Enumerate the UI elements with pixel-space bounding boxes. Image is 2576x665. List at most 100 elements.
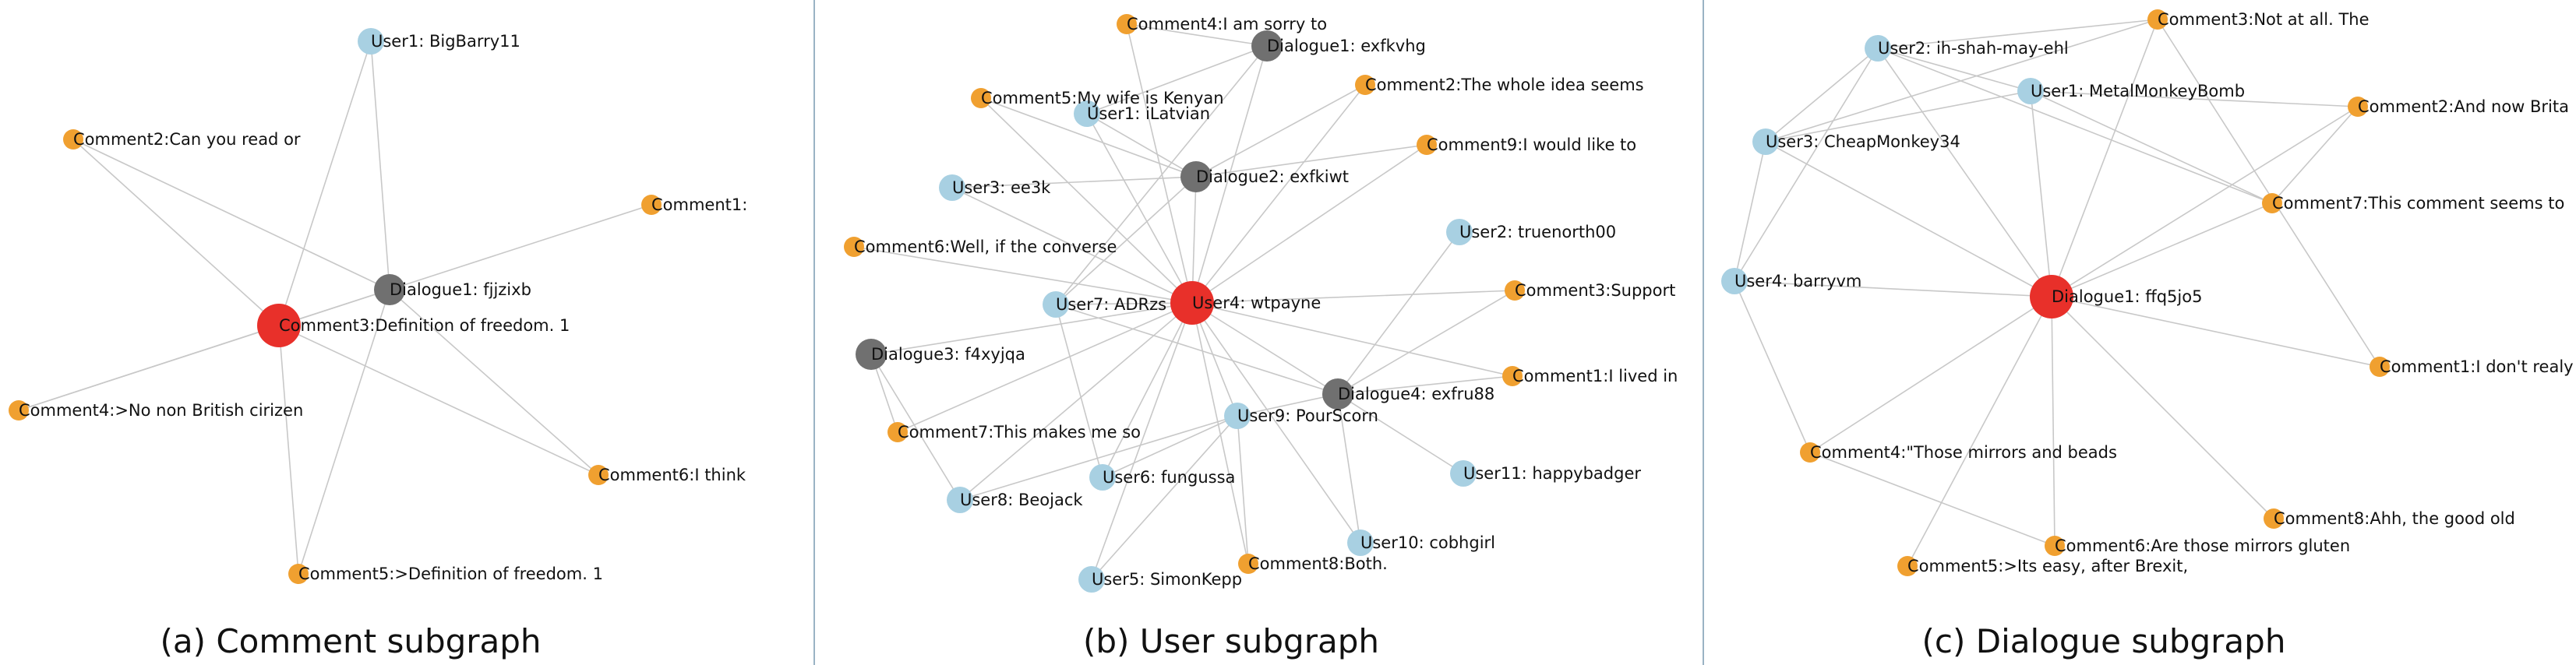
node-label-u2: User2: ih-shah-may-ehl	[1878, 39, 2069, 58]
edge-d1-c4	[1809, 296, 2052, 453]
edge-u4-d1	[1191, 45, 1268, 304]
edge-c3-c5	[278, 325, 299, 575]
edge-d1-c2	[2051, 106, 2359, 297]
panel-c-caption: (c) Dialogue subgraph	[1922, 622, 2286, 660]
edge-d1-c6	[389, 289, 599, 476]
edge-u4-u6	[1102, 302, 1193, 478]
edge-c3-c2	[72, 139, 280, 326]
node-comment-c5	[971, 88, 991, 108]
node-label-c6: Comment6:Are those mirrors gluten	[2055, 537, 2350, 555]
node-comment-c1	[1502, 366, 1523, 386]
edge-d1-u1	[370, 40, 390, 290]
node-label-u4: User4: wtpayne	[1192, 294, 1321, 312]
panel-comment-subgraph: Comment3:Definition of freedom. 1 Dialogu…	[9, 28, 747, 660]
node-comment-c8	[2264, 508, 2284, 529]
edge-c2-c7	[2271, 106, 2359, 204]
node-label-c7: Comment7:This makes me so	[898, 423, 1141, 442]
node-center-c3	[257, 304, 301, 347]
edge-u1-u3	[1765, 90, 2031, 142]
panel-a-nodes: Comment3:Definition of freedom. 1 Dialogu…	[9, 28, 747, 584]
node-user-u1	[1074, 100, 1100, 127]
edge-c3-c6	[278, 325, 599, 476]
node-label-u7: User7: ADRzs	[1056, 295, 1166, 314]
edge-d1-u1	[2030, 90, 2052, 297]
edge-u2-u4	[1734, 48, 1879, 282]
node-label-c5: Comment5:>Definition of freedom. 1	[298, 565, 603, 583]
node-label-c8: Comment8:Both.	[1248, 554, 1388, 573]
node-comment-c4	[9, 400, 29, 420]
node-user-u6	[1089, 464, 1116, 491]
edge-u4-u5	[1091, 302, 1193, 580]
edge-d1-c1	[2051, 296, 2380, 368]
node-label-u3: User3: CheapMonkey34	[1766, 132, 1960, 151]
node-label-d1: Dialogue1: fjjzixb	[390, 280, 531, 299]
node-comment-c6	[588, 465, 609, 485]
edge-u4-c4	[1734, 280, 1811, 453]
node-label-c4: Comment4:>No non British cirizen	[19, 401, 303, 420]
edge-d1-c3	[2051, 19, 2158, 297]
node-label-c5: Comment5:>Its easy, after Brexit,	[1907, 557, 2188, 575]
node-user-u10	[1347, 530, 1374, 556]
edge-d1-c4	[1126, 23, 1268, 47]
node-label-u9: User9: PourScorn	[1237, 406, 1378, 425]
edge-u4-u3	[951, 187, 1193, 304]
node-dialogue-d1	[374, 274, 405, 305]
edge-u2-u3	[1765, 48, 1879, 142]
edge-d1-u7	[1055, 45, 1268, 305]
node-comment-c5	[1897, 556, 1918, 576]
node-label-u1: User1: iLatvian	[1087, 104, 1210, 123]
edge-u6-u7	[1055, 304, 1103, 478]
node-comment-c4	[1800, 442, 1820, 463]
edge-d4-u2	[1337, 231, 1460, 395]
node-label-c7: Comment7:This comment seems to	[2272, 194, 2564, 213]
edge-u4-d4	[1191, 302, 1339, 395]
edge-c3-u1	[278, 40, 372, 326]
edge-d4-c3	[1337, 290, 1516, 395]
edge-d1-c5	[298, 289, 390, 575]
node-dialogue-d1	[1251, 30, 1283, 62]
node-label-c8: Comment8:Ahh, the good old	[2274, 509, 2515, 528]
node-comment-c3	[1505, 280, 1525, 301]
panel-c-nodes: Dialogue1: ffq5jo5 Comment3:Not at all. T…	[1721, 9, 2574, 576]
edge-d1-c4	[18, 289, 390, 411]
panel-a-edges	[18, 40, 652, 575]
node-label-c2: Comment2:The whole idea seems	[1365, 76, 1644, 94]
edge-u4-c9	[1191, 144, 1427, 304]
edge-d1-u1	[1086, 45, 1268, 114]
node-label-u10: User10: cobhgirl	[1360, 533, 1495, 552]
panel-b-nodes: User4: wtpayne Comment4:I am sorry to Dial…	[844, 14, 1678, 593]
node-label-c3: Comment3:Definition of freedom. 1	[279, 316, 570, 335]
edge-u2-u1	[1877, 48, 2031, 92]
edge-d2-c5	[980, 97, 1197, 178]
node-comment-c7	[887, 422, 908, 442]
edge-d1-u2	[1877, 48, 2052, 297]
node-label-d1: Dialogue1: ffq5jo5	[2052, 287, 2202, 306]
node-user-u2	[1865, 35, 1891, 62]
edge-u4-u1	[1086, 113, 1193, 304]
node-comment-c2	[63, 129, 83, 150]
node-comment-c9	[1417, 135, 1437, 155]
node-label-c1: Comment1:	[651, 195, 747, 214]
node-label-c2: Comment2:Can you read or	[73, 130, 301, 149]
node-user-u5	[1078, 566, 1105, 593]
node-dialogue-d2	[1180, 161, 1212, 192]
edge-c8-u9	[1237, 415, 1249, 565]
node-label-u6: User6: fungussa	[1103, 468, 1235, 487]
node-user-u3	[939, 174, 965, 201]
node-label-c6: Comment6:I think	[598, 466, 746, 484]
edge-u2-c7	[1877, 48, 2273, 204]
edge-d1-u4	[1734, 280, 2052, 297]
node-label-c1: Comment1:I lived in	[1512, 367, 1678, 385]
edge-d1-c1	[389, 204, 652, 290]
node-label-c5: Comment5:My wife is Kenyan	[981, 89, 1224, 107]
edge-u4-c5	[980, 97, 1193, 304]
node-label-u2: User2: truenorth00	[1459, 223, 1616, 241]
node-user-u1	[2017, 78, 2044, 104]
edge-u4-c3	[1191, 290, 1516, 304]
node-label-c4: Comment4:I am sorry to	[1127, 15, 1327, 33]
node-comment-c2	[1355, 75, 1375, 95]
edge-u1-c7	[2030, 90, 2273, 204]
edge-d4-u7	[1055, 304, 1339, 395]
node-comment-c4	[1117, 14, 1137, 34]
edge-c4-c6	[1809, 452, 2056, 547]
